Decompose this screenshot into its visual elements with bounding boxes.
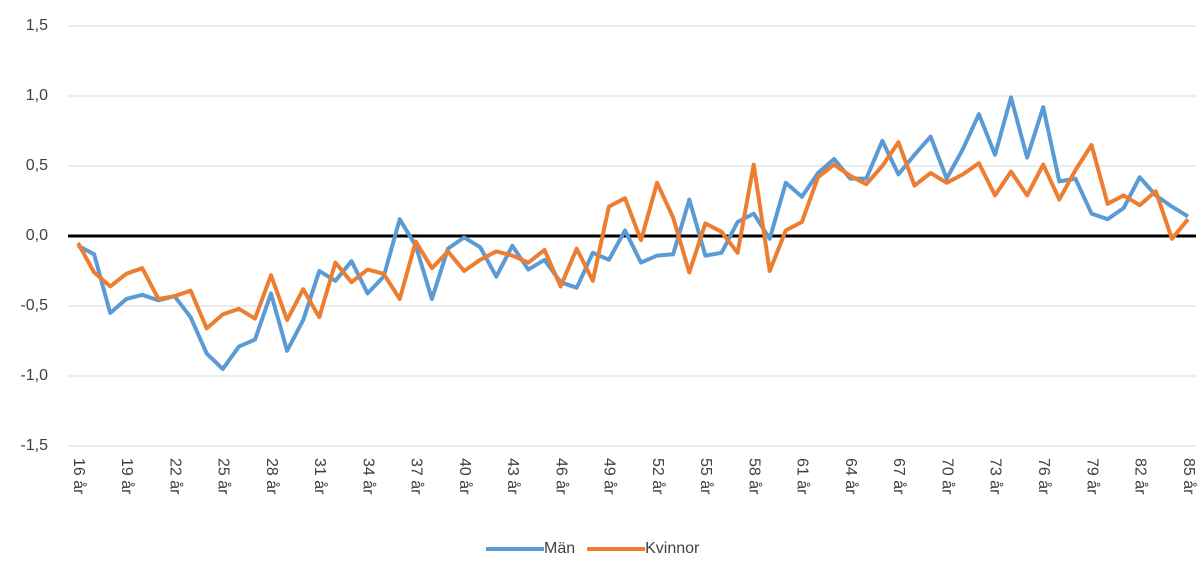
x-tick-label: 43 år <box>504 458 522 495</box>
x-tick-label: 82 år <box>1132 458 1150 495</box>
x-tick-label: 46 år <box>552 458 570 495</box>
y-tick-label: 1,0 <box>26 87 48 104</box>
x-tick-label: 85 år <box>1180 458 1198 495</box>
x-tick-label: 49 år <box>601 458 619 495</box>
x-tick-label: 67 år <box>890 458 908 495</box>
x-tick-label: 34 år <box>359 458 377 495</box>
x-tick-label: 25 år <box>215 458 233 495</box>
x-tick-label: 19 år <box>118 458 136 495</box>
legend-label: Kvinnor <box>645 540 700 557</box>
y-tick-label: -1,0 <box>20 367 48 384</box>
y-tick-label: -1,5 <box>20 437 48 454</box>
x-tick-label: 64 år <box>842 458 860 495</box>
x-tick-label: 52 år <box>649 458 667 495</box>
x-tick-label: 55 år <box>697 458 715 495</box>
y-tick-label: 0,0 <box>26 227 48 244</box>
x-tick-label: 70 år <box>938 458 956 495</box>
x-tick-label: 79 år <box>1083 458 1101 495</box>
legend-label: Män <box>544 540 575 557</box>
x-tick-label: 31 år <box>311 458 329 495</box>
x-tick-label: 16 år <box>70 458 88 495</box>
y-tick-label: 0,5 <box>26 157 48 174</box>
x-tick-label: 61 år <box>794 458 812 495</box>
x-tick-label: 58 år <box>745 458 763 495</box>
line-series <box>77 95 1190 371</box>
x-tick-label: 76 år <box>1035 458 1053 495</box>
x-tick-label: 37 år <box>408 458 426 495</box>
y-tick-label: -0,5 <box>20 297 48 314</box>
line-series <box>76 140 1190 331</box>
y-tick-label: 1,5 <box>26 17 48 34</box>
x-tick-label: 22 år <box>166 458 184 495</box>
x-tick-label: 40 år <box>456 458 474 495</box>
x-tick-label: 28 år <box>263 458 281 495</box>
x-tick-label: 73 år <box>987 458 1005 495</box>
